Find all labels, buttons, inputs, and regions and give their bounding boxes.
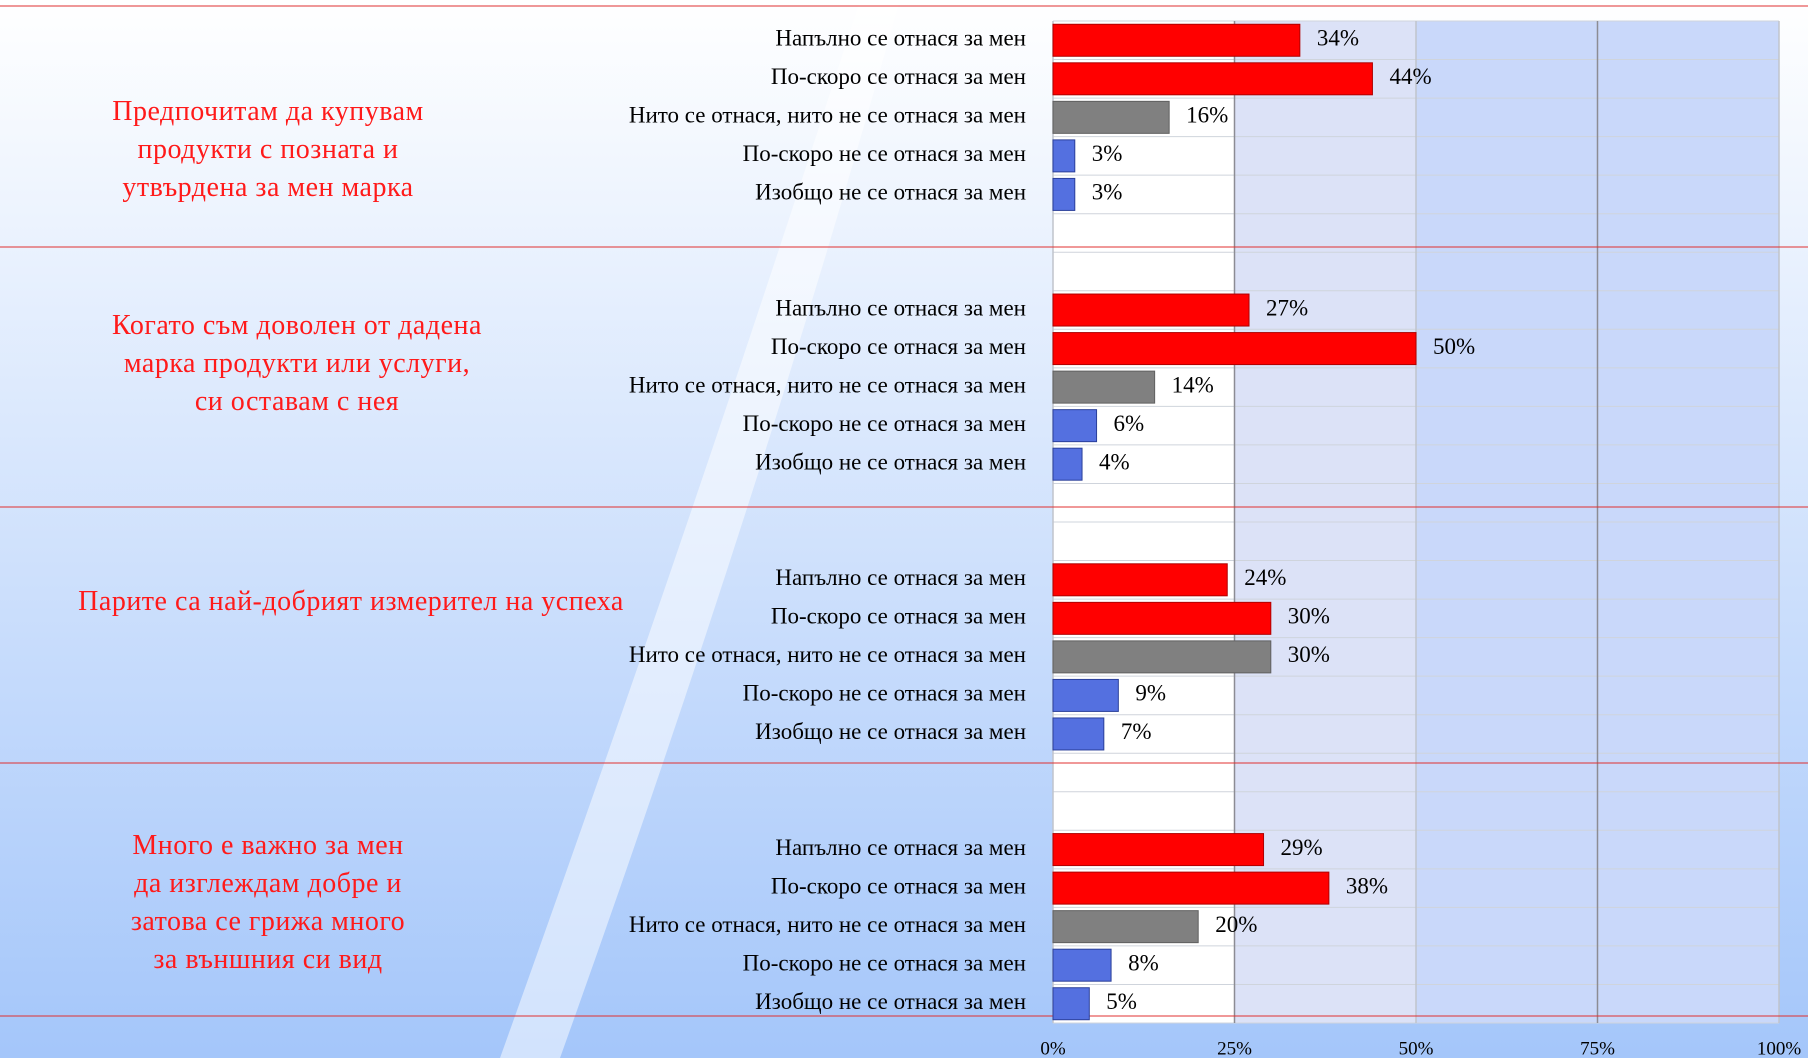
value-label: 16% [1186, 103, 1228, 128]
value-label: 6% [1114, 411, 1145, 436]
bar [1052, 563, 1228, 597]
x-tick-label: 25% [1217, 1038, 1252, 1058]
bar [1052, 871, 1330, 905]
category-label: По-скоро не се отнася за мен [743, 411, 1026, 436]
bar [1052, 23, 1301, 57]
bar [1052, 447, 1083, 481]
value-label: 30% [1288, 604, 1330, 629]
category-label: По-скоро не се отнася за мен [743, 681, 1026, 706]
category-label: По-скоро се отнася за мен [771, 64, 1026, 89]
value-label: 8% [1128, 950, 1159, 975]
bar [1052, 370, 1156, 404]
watermark [500, 0, 900, 1058]
category-label: По-скоро не се отнася за мен [743, 950, 1026, 975]
bar [1052, 987, 1090, 1021]
bar [1052, 100, 1170, 134]
category-label: Напълно се отнася за мен [775, 295, 1026, 320]
category-label: Изобщо не се отнася за мен [755, 180, 1026, 205]
category-label: Нито се отнася, нито не се отнася за мен [629, 642, 1026, 667]
bar [1052, 678, 1119, 712]
value-label: 20% [1215, 912, 1257, 937]
value-label: 3% [1092, 141, 1123, 166]
group-title: Когато съм доволен от дадена марка проду… [112, 310, 482, 417]
category-label: По-скоро не се отнася за мен [743, 141, 1026, 166]
bar [1052, 62, 1373, 96]
x-tick-label: 100% [1757, 1038, 1802, 1058]
bar [1052, 717, 1105, 751]
x-tick-label: 75% [1580, 1038, 1615, 1058]
bar [1052, 910, 1199, 944]
value-label: 38% [1346, 873, 1388, 898]
x-tick-label: 50% [1399, 1038, 1434, 1058]
bar [1052, 409, 1098, 443]
group-title: Парите са най-добрият измерител на успех… [78, 586, 624, 617]
value-label: 9% [1135, 681, 1166, 706]
bar [1052, 640, 1272, 674]
bar [1052, 833, 1265, 867]
category-label: Напълно се отнася за мен [775, 26, 1026, 51]
value-label: 27% [1266, 295, 1308, 320]
category-label: По-скоро се отнася за мен [771, 334, 1026, 359]
bar [1052, 177, 1076, 211]
category-label: Изобщо не се отнася за мен [755, 449, 1026, 474]
category-label: Напълно се отнася за мен [775, 835, 1026, 860]
bar [1052, 293, 1250, 327]
group-title: Много е важно за мен да изглеждам добре … [130, 830, 406, 975]
group-title: Предпочитам да купувам продукти с познат… [112, 96, 424, 203]
value-label: 24% [1244, 565, 1286, 590]
bar [1052, 332, 1417, 366]
value-label: 44% [1389, 64, 1431, 89]
category-label: Нито се отнася, нито не се отнася за мен [629, 372, 1026, 397]
category-label: По-скоро се отнася за мен [771, 604, 1026, 629]
value-label: 5% [1106, 989, 1137, 1014]
category-label: По-скоро се отнася за мен [771, 873, 1026, 898]
value-label: 4% [1099, 449, 1130, 474]
category-label: Нито се отнася, нито не се отнася за мен [629, 912, 1026, 937]
value-label: 29% [1281, 835, 1323, 860]
bar [1052, 139, 1076, 173]
value-label: 30% [1288, 642, 1330, 667]
bar [1052, 601, 1272, 635]
value-label: 50% [1433, 334, 1475, 359]
category-label: Нито се отнася, нито не се отнася за мен [629, 103, 1026, 128]
category-label: Изобщо не се отнася за мен [755, 989, 1026, 1014]
category-label: Напълно се отнася за мен [775, 565, 1026, 590]
value-label: 3% [1092, 180, 1123, 205]
value-label: 7% [1121, 719, 1152, 744]
value-label: 34% [1317, 26, 1359, 51]
bar [1052, 948, 1112, 982]
category-label: Изобщо не се отнася за мен [755, 719, 1026, 744]
x-tick-label: 0% [1040, 1038, 1066, 1058]
value-label: 14% [1172, 372, 1214, 397]
